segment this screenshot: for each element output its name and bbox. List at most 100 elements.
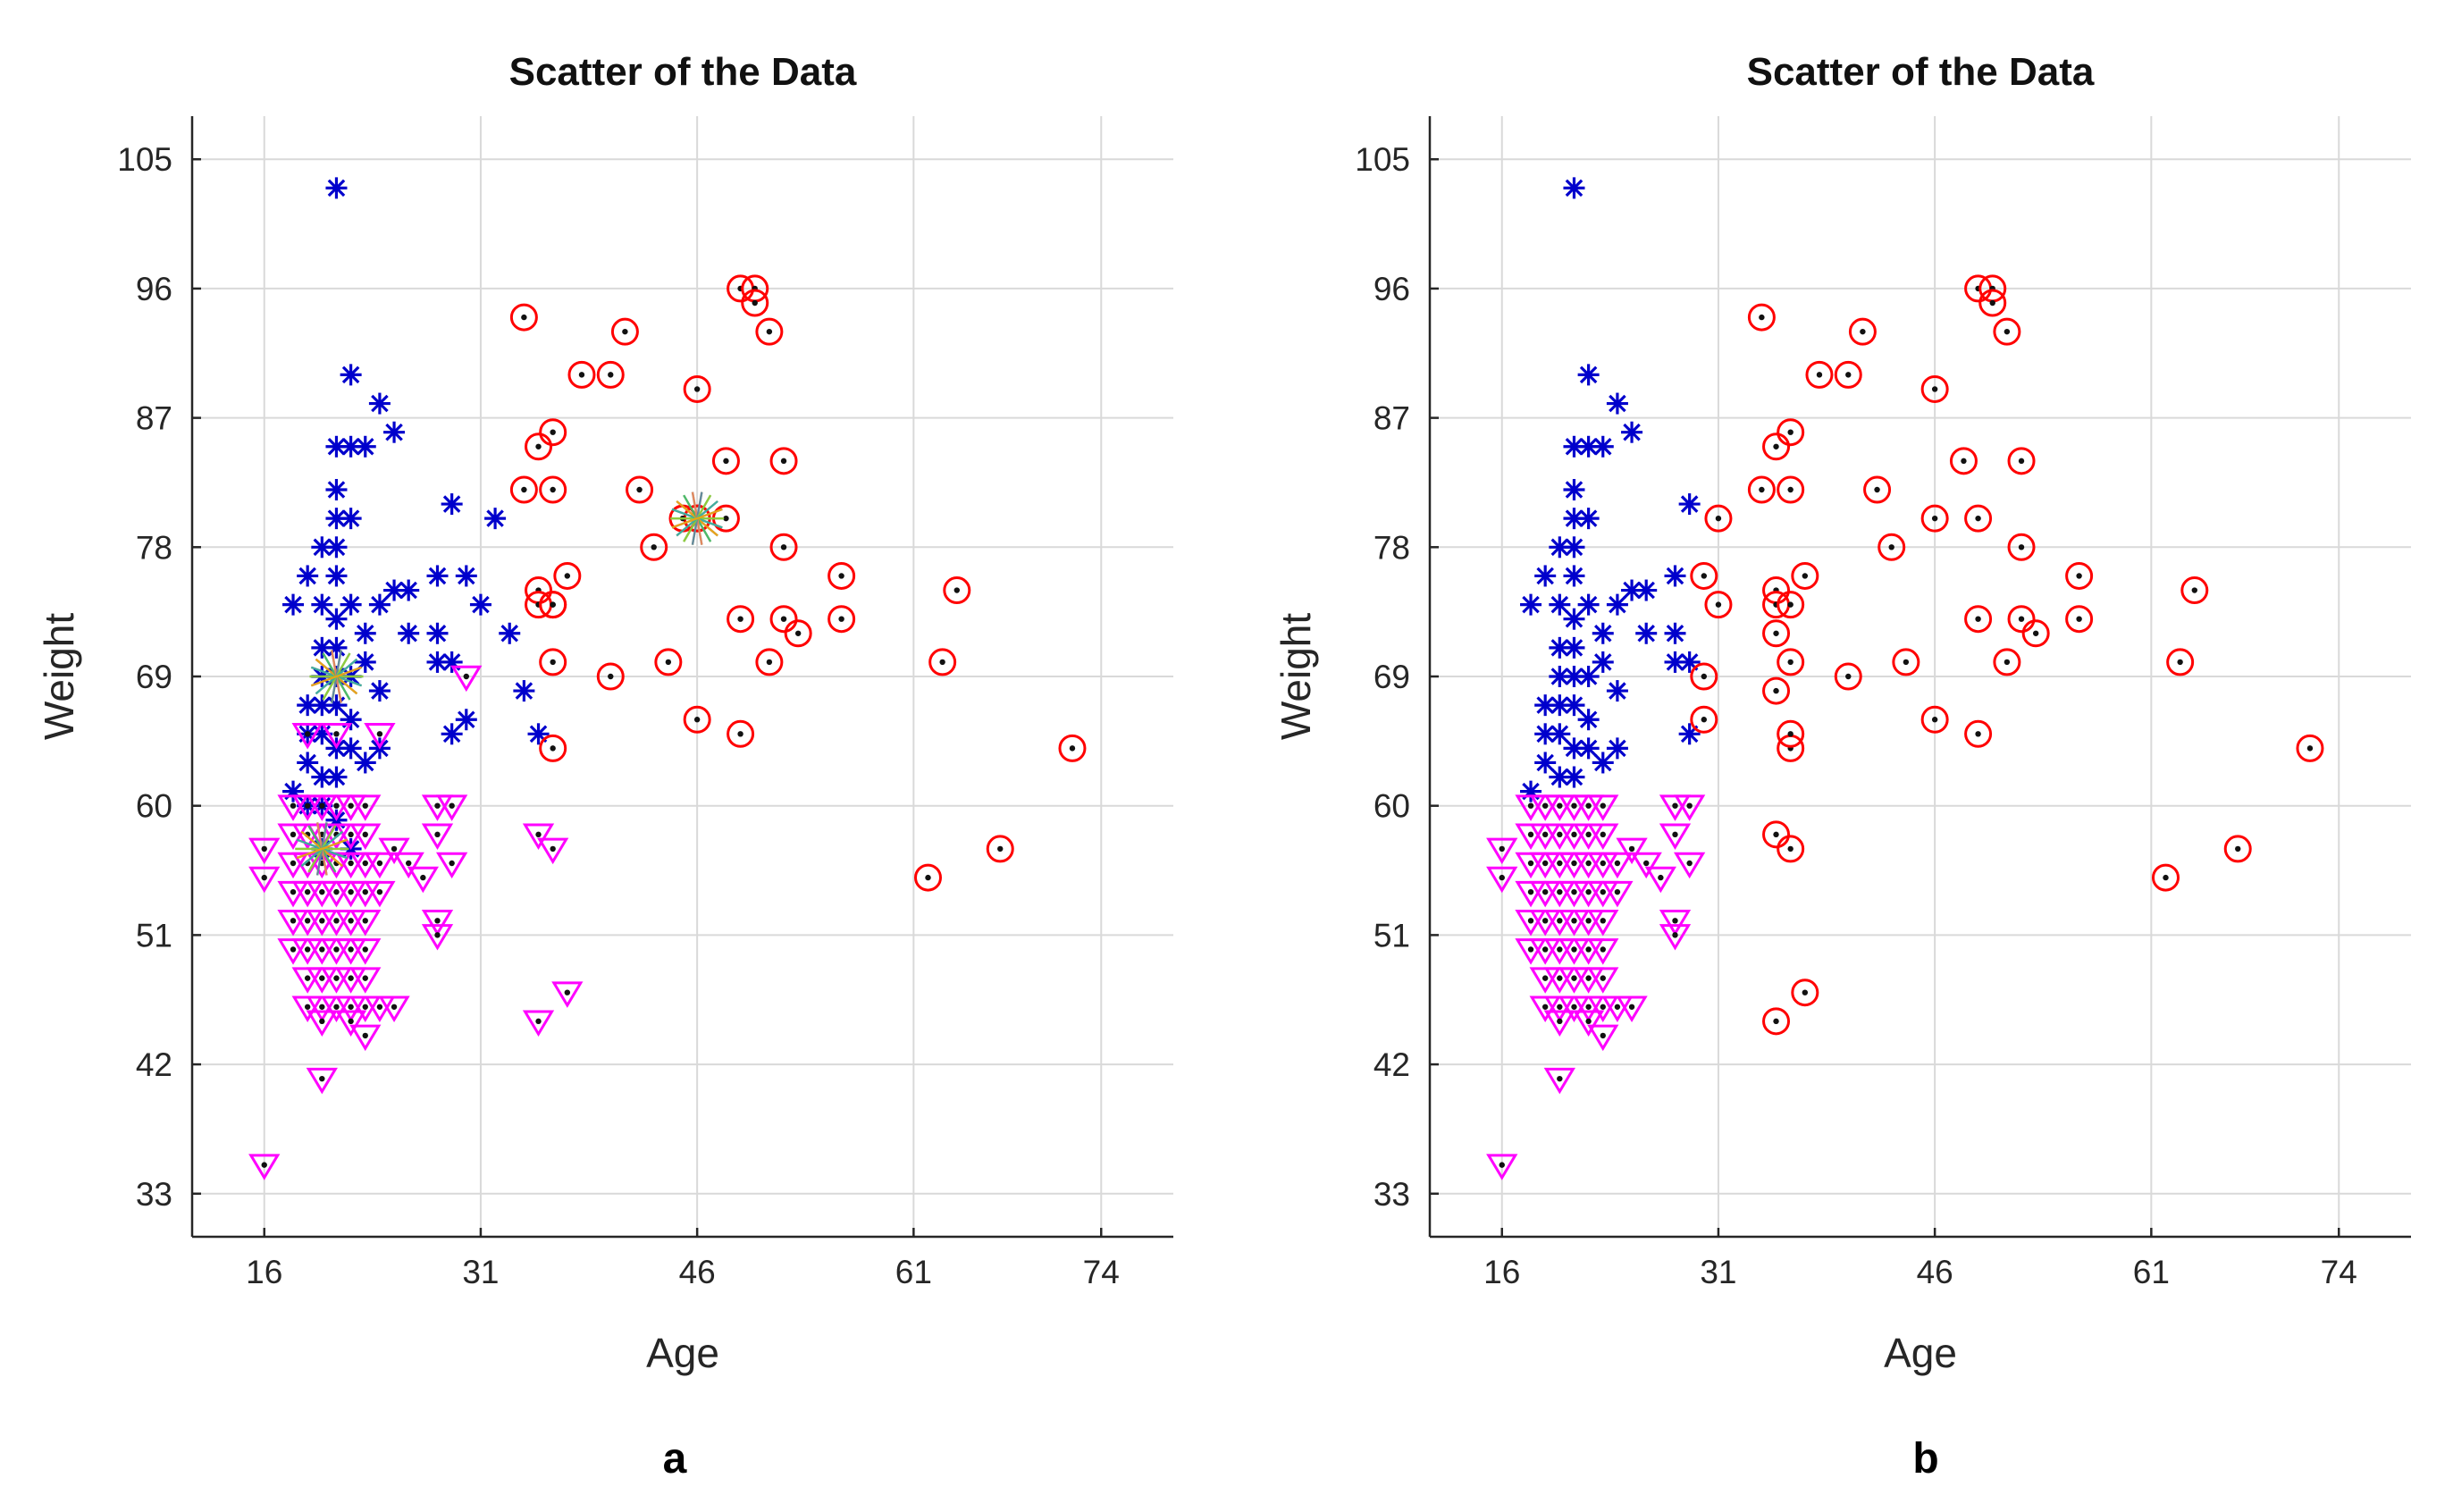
panel-b-y-tick-label: 96: [1374, 271, 1410, 307]
panel-a-grid: [192, 116, 1173, 1237]
panel-b-cluster-3-point: [1659, 924, 1692, 951]
panel-b-cluster-3-point: [1572, 1010, 1605, 1037]
panel-a-cluster-1-point: [311, 766, 333, 788]
panel-b-cluster-2-point: [1993, 317, 2021, 346]
panel-b-y-tick-label: 51: [1374, 917, 1410, 953]
panel-a-cluster-3-point: [421, 910, 454, 937]
panel-a-cluster-2-point: [525, 433, 553, 461]
panel-a-cluster-3-point: [349, 823, 382, 851]
panel-b-cluster-2-point: [1747, 475, 1776, 504]
panel-a-x-tick-label: 74: [1083, 1254, 1120, 1290]
panel-b-cluster-2-point: [1834, 662, 1862, 691]
panel-a-cluster-3-point: [522, 1010, 555, 1037]
panel-b-cluster-2-point: [2021, 619, 2050, 648]
panel-b-cluster-3-point: [1486, 837, 1518, 865]
panel-b-cluster-2-point: [1993, 648, 2021, 676]
panel-a-y-axis-label: Weight: [36, 613, 82, 741]
panel-a-cluster-1-point: [499, 622, 521, 644]
panel-b-cluster-3-point: [1674, 794, 1706, 821]
panel-b-cluster-1-point: [1664, 565, 1686, 587]
panel-b-cluster-3-point: [1587, 938, 1619, 965]
panel-a-cluster-1-point: [340, 593, 362, 616]
panel-a-cluster-1-point: [368, 392, 391, 415]
panel-a-cluster-1-point: [325, 479, 348, 500]
panel-b-cluster-2-point: [1762, 619, 1791, 648]
panel-a-cluster-2-point: [986, 835, 1014, 863]
panel-b-cluster-1-point: [1520, 593, 1542, 616]
panel-b-cluster-3-point: [1486, 866, 1518, 894]
panel-a-x-tick-label: 31: [462, 1254, 499, 1290]
panel-a-cluster-1-point: [354, 435, 376, 458]
panel-b-cluster-1-point: [1592, 651, 1614, 673]
panel-b-y-tick-label: 69: [1374, 659, 1410, 695]
panel-a-cluster-1-point: [484, 508, 507, 530]
panel-a-cluster-3-point: [291, 723, 323, 750]
panel-b-y-tick-label: 105: [1355, 141, 1410, 178]
panel-a-cluster-2-point: [914, 863, 942, 892]
panel-a-cluster-1-point: [354, 622, 376, 644]
panel-a-cluster-3-point: [349, 910, 382, 937]
panel-a-label: a: [663, 1435, 687, 1483]
panel-b-cluster-2-point: [1762, 1007, 1791, 1036]
panel-b-cluster-1-point: [1563, 479, 1585, 500]
panel-a-x-tick-label: 46: [679, 1254, 716, 1290]
panel-a-cluster-2-point: [683, 705, 711, 734]
panel-b-y-tick-label: 87: [1374, 400, 1410, 437]
panel-b-cluster-2-point: [1704, 591, 1733, 619]
panel-a-cluster-3-point: [349, 1024, 382, 1052]
panel-b-cluster-2-point: [1777, 418, 1805, 447]
panel-b-cluster-1-point: [1592, 622, 1614, 644]
panel-b-cluster-2-point: [2223, 835, 2252, 863]
panel-b-cluster-1-point: [1534, 752, 1557, 774]
panel-a-cluster-2-point: [769, 533, 798, 561]
panel-a-cluster-1-point: [398, 622, 420, 644]
panel-b-cluster-3-point: [1644, 866, 1676, 894]
panel-a-y-tick-label: 96: [136, 271, 172, 307]
panel-a-cluster-1-point: [354, 752, 376, 774]
panel-a-cluster-3-point: [551, 981, 584, 1008]
panel-a-cluster-1-point: [325, 636, 348, 659]
panel-a-cluster-1-point: [527, 723, 550, 745]
panel-a-centroid-point: [309, 650, 364, 703]
panel-a-cluster-1-point: [297, 565, 319, 587]
panel-a-centroid-point: [670, 491, 725, 545]
panel-b-cluster-3-point: [1587, 823, 1619, 851]
panel-b-cluster-1-point: [1520, 780, 1542, 802]
panel-a-cluster-3-point: [392, 852, 424, 879]
panel-a-cluster-1-point: [325, 508, 348, 530]
panel-a-cluster-3-point: [349, 794, 382, 821]
panel-a-cluster-1-point: [455, 709, 477, 731]
panel-b-y-tick-label: 33: [1374, 1176, 1410, 1213]
panel-b-cluster-1-point: [1563, 536, 1585, 559]
panel-a-x-tick-label: 61: [895, 1254, 932, 1290]
panel-a-cluster-1-point: [340, 709, 362, 731]
panel-b-grid: [1430, 116, 2411, 1237]
panel-a-cluster-2-point: [539, 734, 567, 762]
panel-a-cluster-1-point: [383, 421, 406, 443]
panel-a-cluster-1-point: [325, 766, 348, 788]
panel-b-cluster-2-point: [1964, 719, 1993, 748]
panel-b-cluster-2-point: [1863, 475, 1892, 504]
panel-b-cluster-2-point: [1762, 433, 1791, 461]
panel-b-y-tick-label: 42: [1374, 1046, 1410, 1083]
panel-b-cluster-1-point: [1664, 651, 1686, 673]
panel-a-marks: [248, 177, 1087, 1180]
panel-b-cluster-2-point: [1777, 648, 1805, 676]
panel-a-y-tick-label: 51: [136, 917, 172, 953]
panel-a-cluster-1-point: [441, 651, 463, 673]
panel-b-cluster-3-point: [1587, 1024, 1619, 1052]
panel-b-cluster-1-point: [1606, 680, 1628, 702]
panel-a-cluster-2-point: [755, 648, 784, 676]
panel-a-cluster-1-point: [325, 565, 348, 587]
panel-a-cluster-1-point: [368, 593, 391, 616]
panel-a-cluster-2-point: [769, 605, 798, 634]
panel-b-cluster-1-point: [1577, 666, 1600, 687]
panel-b-cluster-2-point: [1690, 561, 1718, 590]
panel-b-cluster-3-point: [1543, 1010, 1575, 1037]
panel-b-cluster-2-point: [1690, 705, 1718, 734]
panel-b-cluster-1-point: [1678, 651, 1701, 673]
panel-a-cluster-1-point: [325, 177, 348, 199]
panel-a-cluster-3-point: [522, 823, 555, 851]
panel-b-cluster-2-point: [1791, 979, 1819, 1007]
panel-b-y-tick-label: 60: [1374, 788, 1410, 825]
